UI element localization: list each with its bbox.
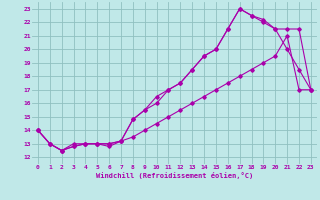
- X-axis label: Windchill (Refroidissement éolien,°C): Windchill (Refroidissement éolien,°C): [96, 172, 253, 179]
